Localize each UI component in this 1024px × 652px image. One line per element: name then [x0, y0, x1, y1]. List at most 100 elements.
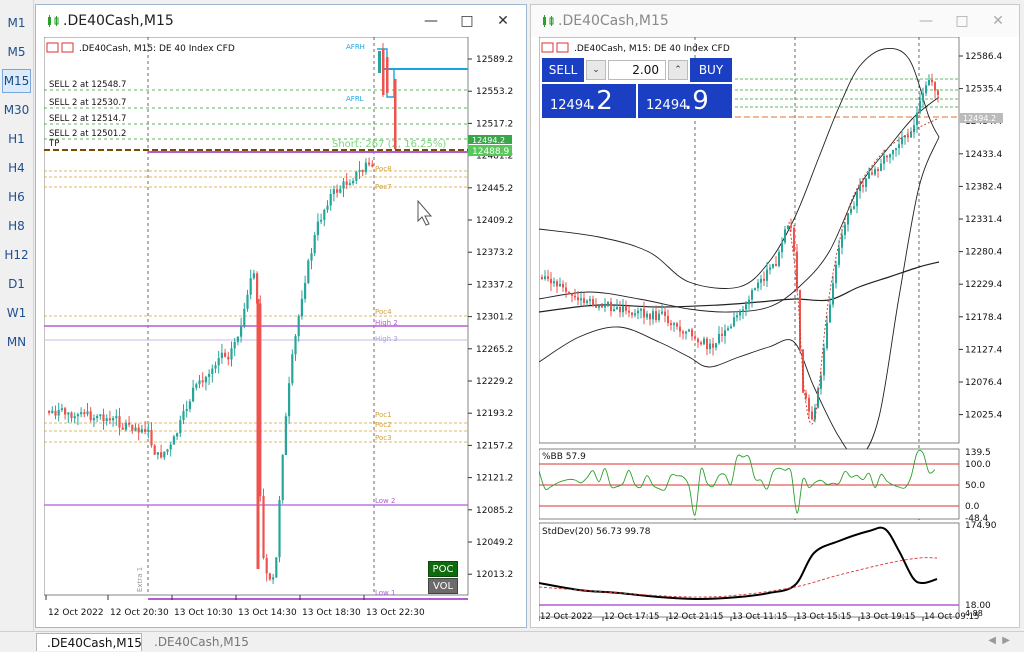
- candle-body: [865, 178, 867, 187]
- ask-price-pips: .9: [684, 86, 709, 116]
- stddev-line: [538, 526, 938, 601]
- minimize-icon[interactable]: —: [424, 13, 438, 29]
- sell-button[interactable]: SELL: [542, 58, 584, 82]
- candle-body: [166, 449, 169, 452]
- candle-body: [368, 162, 371, 165]
- timeframe-m5[interactable]: M5: [7, 45, 26, 59]
- timeframe-m30[interactable]: M30: [3, 103, 30, 117]
- level-label: Low 2: [375, 497, 395, 505]
- candle-body: [712, 343, 714, 348]
- candle-body: [850, 208, 852, 214]
- candle-body: [544, 276, 546, 279]
- candle-body: [724, 330, 726, 336]
- price-axis-label: 12178.4: [965, 313, 1002, 323]
- candle-body: [163, 451, 166, 458]
- candle-body: [118, 416, 121, 428]
- lot-increase-button[interactable]: ⌃: [668, 60, 688, 80]
- candle-body: [784, 229, 786, 243]
- candle-body: [835, 264, 837, 284]
- window-titlebar[interactable]: .DE40Cash,M15 — □ ✕: [531, 5, 1019, 37]
- candle-body: [799, 289, 801, 350]
- tab-chart-1[interactable]: .DE40Cash,M15: [36, 633, 142, 651]
- close-icon[interactable]: ✕: [992, 13, 1004, 29]
- candle-body: [721, 333, 723, 336]
- candle-body: [604, 304, 606, 308]
- level-label: High 2: [375, 319, 398, 327]
- signal-line: [788, 118, 938, 425]
- candle-body: [739, 311, 741, 316]
- candle-body: [323, 209, 326, 220]
- timeframe-h6[interactable]: H6: [8, 190, 25, 204]
- buy-button[interactable]: BUY: [690, 58, 732, 82]
- bb-axis-label: 139.5: [965, 448, 991, 458]
- stddev-pane-frame: [538, 522, 960, 618]
- timeframe-m15[interactable]: M15: [2, 69, 31, 93]
- candle-body: [922, 93, 924, 101]
- candle-body: [288, 383, 291, 417]
- maximize-icon[interactable]: □: [460, 13, 474, 29]
- candle-body: [208, 373, 211, 377]
- candle-body: [156, 452, 159, 455]
- chart-window-right[interactable]: .DE40Cash,M15 — □ ✕ .DE40Cash, M15: DE 4…: [530, 4, 1020, 628]
- candle-body: [332, 189, 335, 195]
- poc-button[interactable]: POC: [428, 561, 458, 577]
- lot-size-input[interactable]: 2.00: [608, 60, 666, 80]
- price-axis-label: 12337.2: [476, 280, 513, 290]
- timeframe-mn[interactable]: MN: [6, 335, 27, 349]
- bb-axis-label: 100.0: [965, 460, 991, 470]
- candle-body: [727, 328, 729, 331]
- vol-button[interactable]: VOL: [428, 578, 458, 594]
- candle-body: [48, 411, 51, 413]
- candle-body: [655, 311, 657, 321]
- time-axis-label: 12 Oct 17:15: [604, 612, 659, 622]
- candle-body: [227, 356, 230, 360]
- candle-body: [664, 311, 666, 316]
- candle-body: [907, 135, 909, 138]
- candle-body: [108, 418, 111, 421]
- candle-body: [246, 294, 249, 309]
- candle-body: [256, 273, 259, 304]
- window-titlebar[interactable]: .DE40Cash,M15 — □ ✕: [36, 5, 526, 37]
- candle-body: [694, 336, 696, 339]
- candle-body: [622, 305, 624, 313]
- candle-body: [559, 283, 561, 287]
- tab-scroll-arrows-icon[interactable]: ◀ ▶: [988, 635, 1010, 646]
- timeframe-h8[interactable]: H8: [8, 219, 25, 233]
- time-axis-label: 13 Oct 19:15: [860, 612, 915, 622]
- candle-body: [775, 263, 777, 266]
- timeframe-m1[interactable]: M1: [7, 16, 26, 30]
- close-icon[interactable]: ✕: [497, 13, 509, 29]
- candle-body: [198, 380, 201, 385]
- chart-canvas[interactable]: .DE40Cash, M15: DE 40 Index CFD 12586.4 12…: [538, 36, 1013, 623]
- candle-body: [754, 288, 756, 291]
- tab-chart-2[interactable]: .DE40Cash,M15: [154, 635, 249, 649]
- timeframe-w1[interactable]: W1: [6, 306, 27, 320]
- timeframe-d1[interactable]: D1: [8, 277, 25, 291]
- lot-decrease-button[interactable]: ⌄: [586, 60, 606, 80]
- maximize-icon[interactable]: □: [955, 13, 969, 29]
- timeframe-h12[interactable]: H12: [4, 248, 29, 262]
- candle-body: [679, 326, 681, 332]
- candle-body: [910, 132, 912, 138]
- timeframe-h1[interactable]: H1: [8, 132, 25, 146]
- chart-window-left[interactable]: .DE40Cash,M15 — □ ✕ .DE40Cash, M15: DE 4…: [35, 4, 527, 628]
- candle-body: [814, 407, 816, 420]
- price-chart[interactable]: .DE40Cash, M15: DE 40 Index CFD 12589.2 12…: [43, 36, 520, 623]
- chart-canvas[interactable]: .DE40Cash, M15: DE 40 Index CFD 12589.2 12…: [43, 36, 520, 623]
- sell-price-button[interactable]: 12494 .2: [542, 84, 636, 118]
- buy-price-button[interactable]: 12494 .9: [638, 84, 732, 118]
- candle-body: [793, 227, 795, 252]
- candle-body: [188, 401, 191, 410]
- minimize-icon[interactable]: —: [919, 13, 933, 29]
- time-axis-label: 12 Oct 2022: [540, 612, 593, 622]
- price-axis-label: 12445.2: [476, 184, 513, 194]
- candle-body: [281, 455, 284, 501]
- candle-body: [134, 427, 137, 431]
- candle-body: [562, 283, 564, 288]
- bb-pane-label: %BB 57.9: [542, 452, 586, 462]
- stddev-signal-line: [538, 557, 938, 598]
- price-axis-label: 12589.2: [476, 55, 513, 65]
- timeframe-h4[interactable]: H4: [8, 161, 25, 175]
- candle-body: [348, 183, 351, 185]
- price-chart[interactable]: .DE40Cash, M15: DE 40 Index CFD 12586.4 12…: [538, 36, 1013, 623]
